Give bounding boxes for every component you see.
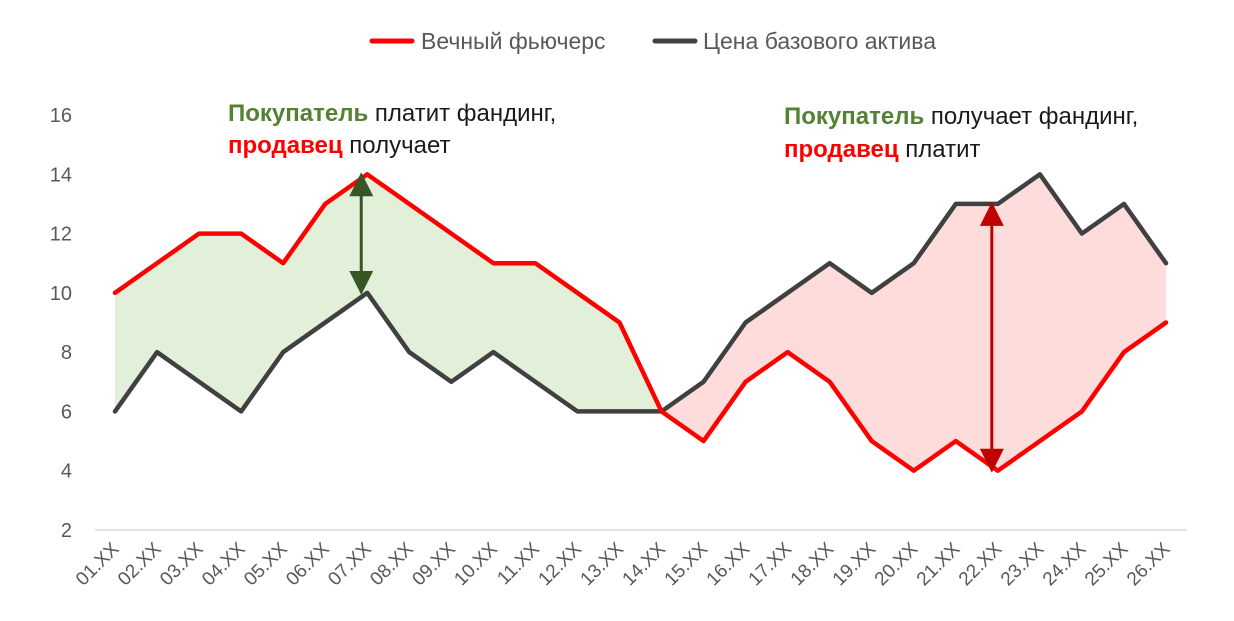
- x-tick-label: 22.XX: [955, 538, 1007, 590]
- fill-discount-area: [661, 174, 1166, 471]
- x-tick-label: 05.XX: [240, 538, 292, 590]
- x-tick-label: 11.XX: [493, 538, 544, 589]
- fill-premium-area: [115, 174, 662, 412]
- annotation-right-line1-rest: получает фандинг,: [924, 103, 1138, 130]
- y-axis-ticks: 2 4 6 8 10 12 14 16: [50, 105, 72, 542]
- x-tick-label: 18.XX: [787, 538, 839, 590]
- x-axis-ticks: 01.XX02.XX03.XX04.XX05.XX06.XX07.XX08.XX…: [72, 538, 1175, 590]
- spread-fills: [115, 174, 1166, 471]
- legend-label-underlying: Цена базового актива: [703, 28, 936, 54]
- y-tick-label: 12: [50, 224, 72, 246]
- x-tick-label: 03.XX: [156, 538, 208, 590]
- annotation-left-line2: продавец получает: [228, 132, 451, 159]
- y-tick-label: 6: [61, 401, 72, 423]
- annotation-right-line2: продавец платит: [784, 136, 981, 163]
- y-tick-label: 16: [50, 105, 72, 127]
- x-tick-label: 08.XX: [366, 538, 418, 590]
- annotation-right-seller: продавец: [784, 136, 899, 163]
- x-tick-label: 10.XX: [450, 538, 502, 590]
- x-tick-label: 06.XX: [282, 538, 334, 590]
- x-tick-label: 25.XX: [1081, 538, 1133, 590]
- x-tick-label: 02.XX: [114, 538, 166, 590]
- x-tick-label: 26.XX: [1123, 538, 1175, 590]
- x-tick-label: 01.XX: [72, 538, 124, 590]
- x-tick-label: 23.XX: [997, 538, 1049, 590]
- x-tick-label: 04.XX: [198, 538, 250, 590]
- x-tick-label: 16.XX: [703, 538, 755, 590]
- x-tick-label: 15.XX: [661, 538, 713, 590]
- legend-label-futures: Вечный фьючерс: [421, 28, 606, 54]
- x-tick-label: 07.XX: [324, 538, 376, 590]
- annotation-left-seller: продавец: [228, 132, 343, 159]
- x-tick-label: 17.XX: [745, 538, 797, 590]
- annotation-right-buyer: Покупатель: [784, 103, 924, 130]
- x-tick-label: 21.XX: [913, 538, 965, 590]
- annotation-right: Покупатель получает фандинг, продавец пл…: [784, 103, 1138, 163]
- x-tick-label: 14.XX: [619, 538, 671, 590]
- x-tick-label: 24.XX: [1039, 538, 1091, 590]
- annotation-right-line2-rest: платит: [899, 136, 981, 163]
- x-tick-label: 09.XX: [408, 538, 460, 590]
- y-tick-label: 8: [61, 342, 72, 364]
- annotation-right-line1: Покупатель получает фандинг,: [784, 103, 1138, 130]
- legend: Вечный фьючерс Цена базового актива: [369, 28, 936, 54]
- annotation-left-line2-rest: получает: [343, 132, 451, 159]
- annotation-left-line1: Покупатель платит фандинг,: [228, 100, 556, 127]
- y-tick-label: 4: [61, 461, 72, 483]
- annotation-left-line1-rest: платит фандинг,: [368, 100, 556, 127]
- y-tick-label: 2: [61, 520, 72, 542]
- x-tick-label: 20.XX: [871, 538, 923, 590]
- y-tick-label: 10: [50, 283, 72, 305]
- x-tick-label: 13.XX: [577, 538, 629, 590]
- x-tick-label: 19.XX: [829, 538, 881, 590]
- annotation-left: Покупатель платит фандинг, продавец полу…: [228, 100, 556, 159]
- y-tick-label: 14: [50, 164, 72, 186]
- spread-arrows: [349, 172, 1004, 473]
- x-tick-label: 12.XX: [535, 538, 587, 590]
- annotation-left-buyer: Покупатель: [228, 100, 368, 127]
